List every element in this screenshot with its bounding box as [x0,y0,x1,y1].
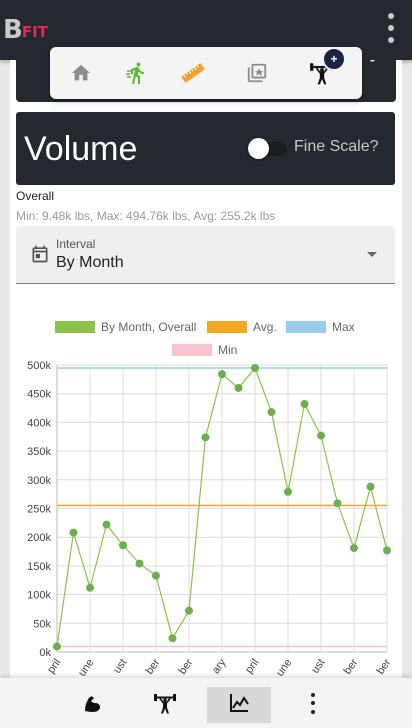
overall-label: Overall [16,189,55,203]
x-tick-label: pril [45,657,63,676]
bicep-icon [85,696,100,712]
home-icon [71,64,91,81]
data-point [185,606,193,615]
x-tick-label: pril [243,657,261,676]
legend-label-min: Min [218,343,238,357]
legend-label-avg: Avg. [253,320,277,334]
x-tick-label: ber [144,657,163,677]
main-content: Volume Fine Scale? Overall Min: 9.48k lb… [10,60,402,680]
y-tick-label: 250k [27,504,51,516]
weightlifter-icon [154,694,176,714]
legend-swatch-min [172,344,212,356]
y-tick-label: 0k [39,647,51,659]
nav-photos[interactable] [243,59,271,87]
legend-label-max: Max [332,320,355,334]
fine-scale-toggle[interactable] [248,138,269,159]
data-point [218,370,226,379]
data-point [119,541,127,550]
legend-swatch-max [286,321,326,333]
legend-item-min[interactable]: Min [172,343,237,357]
run-icon [126,62,144,84]
data-point [284,487,292,496]
x-tick-label: ber [342,657,361,677]
legend-item-avg[interactable]: Avg. [207,320,277,334]
volume-header-card: Volume Fine Scale? [16,112,395,185]
data-point [53,642,61,651]
nav-workout[interactable]: + [308,47,346,87]
chevron-down-icon [367,252,377,257]
data-point [251,364,259,373]
chart-line-icon [230,694,249,712]
legend-item-max[interactable]: Max [286,320,355,334]
x-tick-label: ary [210,656,229,676]
photo-library-icon [247,63,267,83]
data-point [333,499,342,508]
app-logo[interactable]: B FIT [3,14,48,46]
y-tick-label: 350k [27,446,51,458]
fine-scale-label: Fine Scale? [294,138,379,155]
data-point [135,559,144,568]
legend-item-series[interactable]: By Month, Overall [55,320,196,334]
y-tick-label: 400k [27,417,51,429]
nav-measure[interactable] [179,59,207,87]
interval-select[interactable]: Interval By Month [16,226,395,284]
volume-chart: 500k 450k 400k 350k 300k 250k 200k 150k 100k 50k 0… [27,360,394,679]
bottom-nav [0,678,412,728]
legend-swatch-avg [207,321,247,333]
add-badge[interactable]: + [322,47,346,71]
legend-swatch-series [55,321,95,333]
bottom-nav-strength[interactable] [78,688,108,718]
nav-popup: + [50,47,362,99]
volume-title: Volume [24,130,138,168]
interval-label: Interval [56,237,96,251]
data-point [267,408,276,417]
x-tick-label: ust [111,657,129,676]
x-tick-label: ber [177,657,196,677]
nav-run[interactable] [123,59,151,87]
data-point [383,546,391,555]
more-vert-icon[interactable] [386,13,396,43]
data-point [366,482,375,491]
data-point [69,528,78,537]
data-point [234,383,243,392]
data-point [168,634,177,643]
x-tick-label: ber [375,657,394,677]
bottom-nav-stats[interactable] [224,688,254,718]
data-point [350,544,358,553]
y-tick-label: 100k [27,590,51,602]
y-tick-label: 50k [33,618,51,630]
data-point [152,571,160,580]
y-tick-label: 450k [27,389,51,401]
x-tick-label: ust [309,657,327,676]
x-tick-label: une [76,657,96,679]
interval-value: By Month [56,254,124,271]
logo-fit-text: FIT [21,23,48,41]
y-tick-label: 500k [27,360,51,372]
more-vert-icon[interactable] [298,688,328,718]
x-tick-label: une [274,657,294,679]
logo-letter: B [3,15,23,45]
edit-icon[interactable] [368,60,388,64]
y-tick-label: 150k [27,561,51,573]
bottom-nav-workout[interactable] [150,688,180,718]
nav-home[interactable] [67,59,95,87]
volume-stats: Min: 9.48k lbs, Max: 494.76k lbs, Avg: 2… [16,209,276,223]
data-point [86,583,94,592]
data-point [317,431,325,440]
calendar-icon [32,245,48,263]
data-point [102,520,111,529]
y-tick-label: 300k [27,475,51,487]
y-tick-label: 200k [27,532,51,544]
legend-label-series: By Month, Overall [101,320,197,334]
ruler-icon [181,63,205,83]
data-point [201,433,210,442]
data-point [300,400,309,409]
